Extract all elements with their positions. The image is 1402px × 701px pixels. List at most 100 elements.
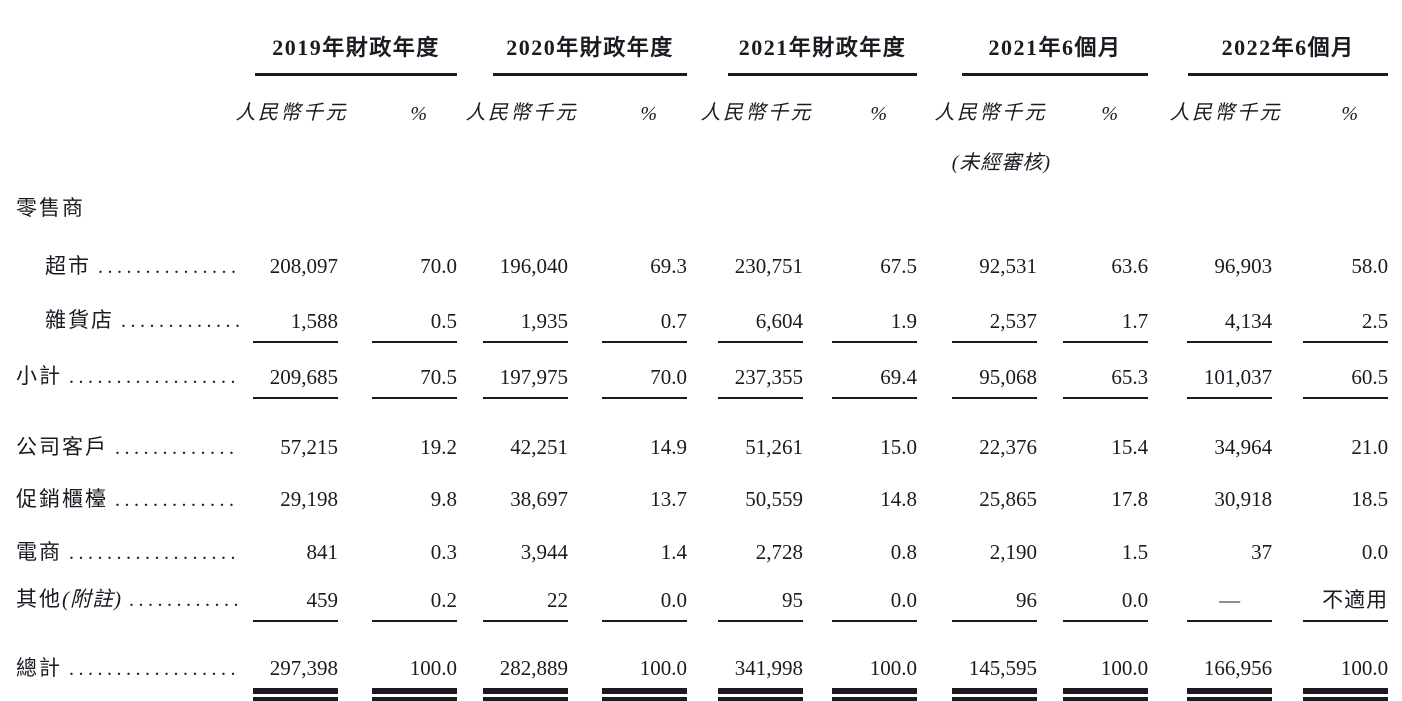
table-row-total: 總計 297,398 100.0 282,889 100.0 341,998 1… [0,622,1402,701]
cell-percent: 63.6 [1111,253,1149,278]
spacer [1388,399,1402,460]
table-row-promotion-counters: 促銷櫃檯 29,198 9.8 38,697 13.7 50,559 14.8 … [0,460,1402,512]
spacer [1388,565,1402,622]
spacer [1388,460,1402,512]
row-label: 其他 [16,587,62,612]
col-group-title-6m2022: 2022年6個月 [1188,0,1389,76]
row-label: 促銷櫃檯 [16,486,108,511]
cell-amount: 95,068 [917,343,1038,399]
unit-header-6m2021: 人民幣千元 [935,74,1045,126]
row-label: 雜貨店 [45,308,114,333]
cell-amount: 341,998 [687,622,804,701]
unit-header-fy2021: 人民幣千元 [701,74,811,126]
spacer [240,0,255,74]
dot-leader [115,488,240,512]
row-label: 電商 [16,539,62,564]
row-label-cell: 超市 [0,221,240,279]
pct-header-6m2022: % [1341,103,1359,125]
dot-leader [98,255,240,279]
pct-header-fy2019: % [410,103,428,125]
cell-amount: 196,040 [499,253,569,278]
table-row-corporate-clients: 公司客戶 57,215 19.2 42,251 14.9 51,261 15.0… [0,399,1402,460]
spacer [917,0,962,74]
table-row-retailers-section: 零售商 [0,176,1402,221]
unit-header-fy2020: 人民幣千元 [466,74,576,126]
cell-amount: 29,198 [280,486,338,511]
cell-amount: 38,697 [510,486,569,511]
cell-amount: 1,588 [240,279,338,343]
cell-amount: 2,190 [989,539,1038,564]
spacer [1388,279,1402,343]
cell-percent: 14.8 [880,486,918,511]
cell-percent: 0.0 [803,565,918,622]
cell-amount: 92,531 [979,253,1038,278]
cell-percent: 21.0 [1351,434,1389,459]
cell-amount: 166,956 [1148,622,1273,701]
spacer [457,0,493,74]
cell-amount: 42,251 [510,434,569,459]
row-label-cell: 小計 [0,343,240,399]
cell-amount: 208,097 [269,253,338,278]
cell-amount: 25,865 [979,486,1038,511]
cell-percent: 65.3 [1037,343,1149,399]
cell-percent: 70.5 [338,343,458,399]
row-label: 小計 [16,364,62,389]
cell-amount: 57,215 [280,434,338,459]
cell-percent: 不適用 [1272,565,1389,622]
row-label-cell: 公司客戶 [0,399,240,460]
spacer [1388,343,1402,399]
cell-percent: 13.7 [650,486,688,511]
cell-percent: 0.7 [568,279,688,343]
cell-amount: 50,559 [745,486,804,511]
cell-amount: 459 [240,565,338,622]
cell-percent: 19.2 [420,434,458,459]
col-group-title-6m2021: 2021年6個月 [962,0,1149,76]
cell-amount: 37 [1251,539,1273,564]
spacer [1148,0,1188,74]
cell-percent: 2.5 [1272,279,1389,343]
spacer [1388,74,1402,126]
row-label-cell: 電商 [0,512,240,565]
unaudited-note-row: (未經審核) [0,126,1402,176]
unaudited-note: (未經審核) [951,152,1052,174]
cell-percent: 1.7 [1037,279,1149,343]
unit-label: 人民幣千元 [934,102,1048,124]
dot-leader [129,588,240,612]
unit-header-row: 人民幣千元 % 人民幣千元 % 人民幣千元 % 人民幣千元 % 人民幣千元 % [0,74,1402,126]
cell-percent: 0.5 [338,279,458,343]
cell-percent: 17.8 [1111,486,1149,511]
cell-percent: 100.0 [1037,622,1149,701]
pct-header-fy2021: % [870,103,888,125]
cell-amount: 96,903 [1214,253,1273,278]
dot-leader [69,541,240,565]
cell-percent: 1.4 [660,539,688,564]
table-row-grocery-stores: 雜貨店 1,588 0.5 1,935 0.7 6,604 1.9 2,537 … [0,279,1402,343]
label-column-header [0,0,240,74]
cell-percent: 67.5 [880,253,918,278]
spacer [1388,622,1402,694]
cell-percent: 70.0 [568,343,688,399]
cell-amount: 51,261 [745,434,804,459]
unit-label: 人民幣千元 [465,102,579,124]
cell-amount: 30,918 [1214,486,1273,511]
table-row-ecommerce: 電商 841 0.3 3,944 1.4 2,728 0.8 2,190 1.5… [0,512,1402,565]
cell-amount: 3,944 [520,539,569,564]
col-group-title-fy2019: 2019年財政年度 [255,0,458,76]
dot-leader [121,309,240,333]
row-label-cell: 雜貨店 [0,279,240,343]
cell-amount: 34,964 [1214,434,1273,459]
cell-amount: 145,595 [917,622,1038,701]
cell-percent: 100.0 [338,622,458,701]
table-row-others: 其他(附註) 459 0.2 22 0.0 95 0.0 96 0.0 — 不適… [0,565,1402,622]
cell-amount: 2,537 [917,279,1038,343]
cell-amount: 209,685 [240,343,338,399]
col-group-title-fy2021: 2021年財政年度 [728,0,918,76]
cell-amount: 841 [306,539,339,564]
cell-amount: 282,889 [457,622,569,701]
row-label-cell: 其他 (附註) [0,565,240,622]
cell-amount: 101,037 [1148,343,1273,399]
cell-amount: 237,355 [687,343,804,399]
spacer [0,74,240,126]
cell-amount: 95 [687,565,804,622]
row-label: 總計 [16,655,62,680]
